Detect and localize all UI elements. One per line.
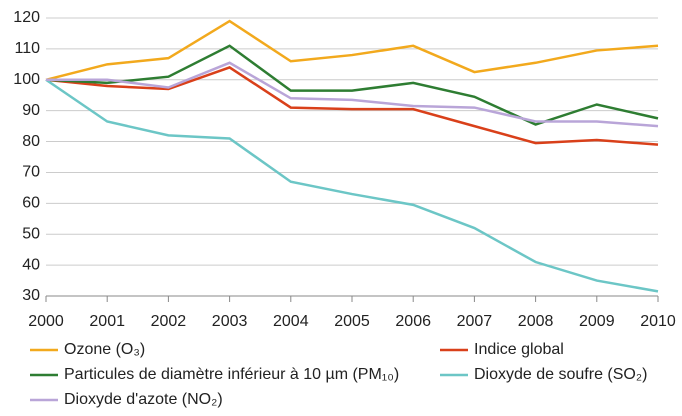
series-line [46,61,659,128]
x-tick-label: 2004 [273,313,309,330]
x-tick-label: 2009 [579,313,615,330]
x-tick-label: 2002 [151,313,187,330]
y-tick-label: 50 [22,225,40,242]
x-tick-label: 2010 [640,313,676,330]
x-tick-label: 2003 [212,313,248,330]
y-tick-label: 60 [22,195,40,212]
series-line [45,44,659,126]
y-tick-label: 100 [13,71,40,88]
y-tick-label: 70 [22,164,40,181]
x-tick-label: 2005 [334,313,370,330]
x-tick-label: 2008 [518,313,554,330]
legend-label: Dioxyde de soufre (SO₂) [474,366,647,383]
y-tick-label: 80 [22,133,40,150]
legend-label: Indice global [474,341,564,358]
y-tick-label: 120 [13,9,40,26]
y-tick-label: 90 [22,102,40,119]
x-tick-label: 2007 [457,313,493,330]
x-tick-label: 2001 [89,313,125,330]
series-line [45,66,659,146]
x-tick-label: 2000 [28,313,64,330]
legend-label: Dioxyde d'azote (NO₂) [64,391,223,408]
x-tick-label: 2006 [395,313,431,330]
legend-label: Ozone (O₃) [64,341,145,358]
series-line [45,19,659,81]
y-tick-label: 30 [22,287,40,304]
legend-label: Particules de diamètre inférieur à 10 µm… [64,366,399,383]
series-line [45,78,659,293]
y-tick-label: 40 [22,256,40,273]
y-tick-label: 110 [14,40,40,57]
